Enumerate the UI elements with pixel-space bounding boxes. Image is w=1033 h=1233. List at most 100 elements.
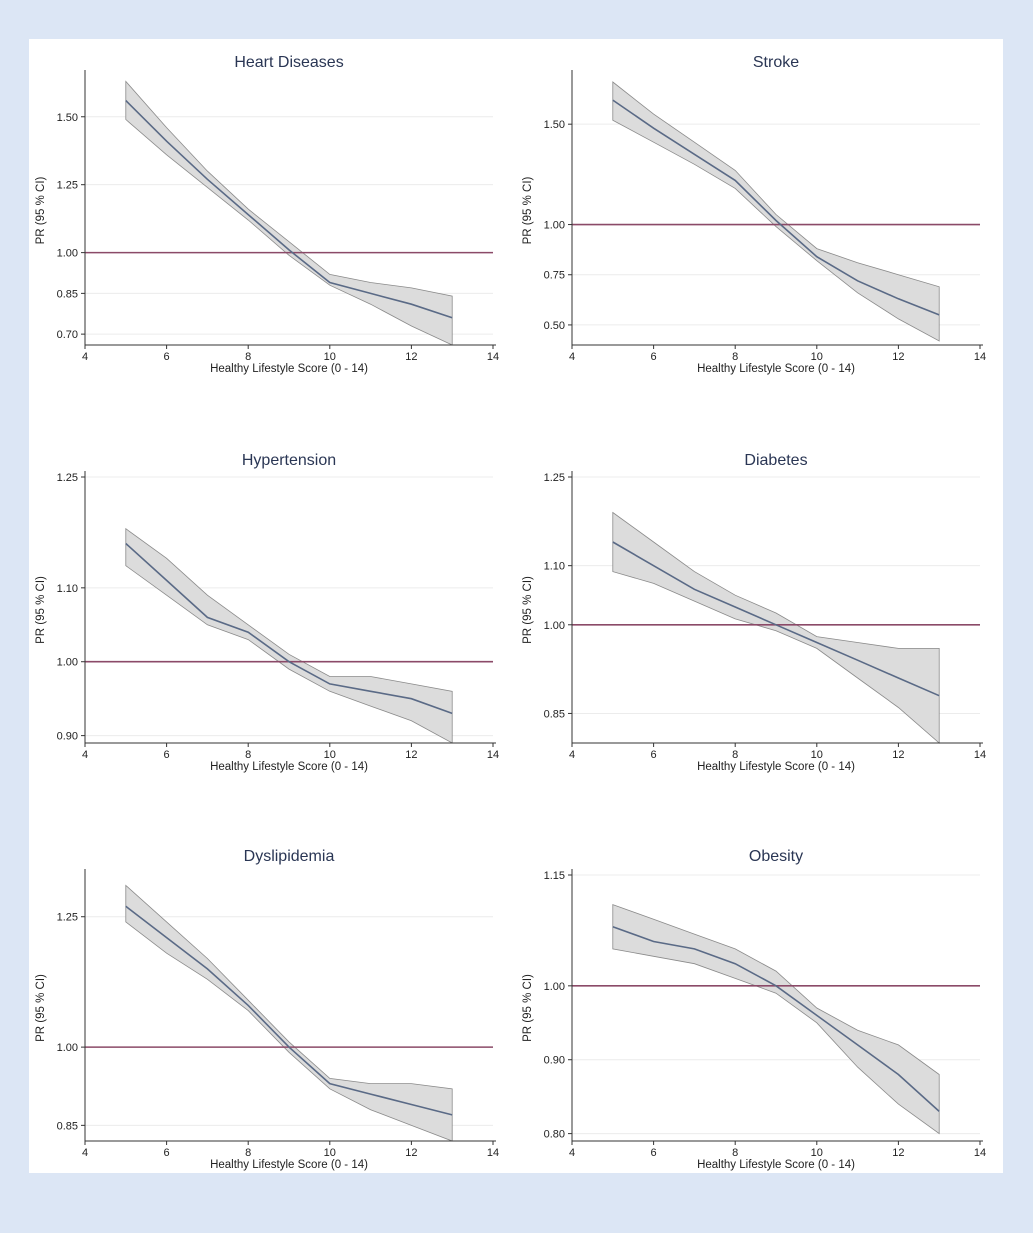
chart3-xtick-label-1: 6: [651, 749, 657, 761]
chart4-ylabel: PR (95 % CI): [35, 974, 47, 1042]
chart0-ytick-label-2: 1.00: [57, 248, 78, 260]
chart5-xtick-label-0: 4: [569, 1147, 575, 1159]
chart0-ytick-label-3: 1.25: [57, 180, 78, 192]
chart3-fit-line: [612, 541, 940, 697]
chart2-ytick-label-2: 1.10: [57, 583, 78, 595]
panel-hypertension: 0.90 1.00 1.10 1.25 4 6 8 10 12 14 Hypertension Hea…: [29, 437, 516, 835]
chart5-xtick-label-1: 6: [651, 1147, 657, 1159]
chart4-ytick-label-2: 1.25: [57, 912, 78, 924]
chart0-ylabel: PR (95 % CI): [35, 176, 47, 244]
chart2-ytick-label-0: 0.90: [57, 731, 78, 743]
panel-stroke: 0.50 0.75 1.00 1.50 4 6 8 10 12 14 Stroke Healthy L…: [516, 39, 1003, 437]
chart0-xtick-label-5: 14: [487, 351, 499, 363]
chart2-ylabel: PR (95 % CI): [35, 576, 47, 644]
chart0-xtick-label-4: 12: [405, 351, 417, 363]
chart3-ytick-label-1: 1.00: [544, 620, 565, 632]
chart1-xlabel: Healthy Lifestyle Score (0 - 14): [697, 363, 855, 375]
chart2-xtick-label-3: 10: [324, 749, 336, 761]
chart1-ylabel: PR (95 % CI): [522, 176, 534, 244]
chart4-xtick-label-4: 12: [405, 1147, 417, 1159]
chart5-xtick-label-3: 10: [811, 1147, 823, 1159]
chart0-xtick-label-0: 4: [82, 351, 88, 363]
chart5-xtick-label-4: 12: [892, 1147, 904, 1159]
chart1-ytick-label-2: 1.00: [544, 220, 565, 232]
chart1-ytick-label-0: 0.50: [544, 320, 565, 332]
chart-diabetes: 0.85 1.00 1.10 1.25 4 6 8 10 12 14 Diabetes Healthy…: [522, 452, 986, 773]
chart1-xtick-label-1: 6: [651, 351, 657, 363]
panel-diabetes: 0.85 1.00 1.10 1.25 4 6 8 10 12 14 Diabetes Healthy…: [516, 437, 1003, 835]
chart5-ci-band: [612, 904, 940, 1135]
chart-dyslipidemia: 0.85 1.00 1.25 4 6 8 10 12 14 Dyslipidemia Healthy…: [35, 848, 499, 1171]
chart5-ytick-label-0: 0.80: [544, 1129, 565, 1141]
panel-obesity: 0.80 0.90 1.00 1.15 4 6 8 10 12 14 Obesity Healthy …: [516, 835, 1003, 1233]
chart0-xtick-label-2: 8: [245, 351, 251, 363]
chart5-ylabel: PR (95 % CI): [522, 974, 534, 1042]
chart0-xlabel: Healthy Lifestyle Score (0 - 14): [210, 363, 368, 375]
chart2-fit-line: [125, 542, 453, 715]
panel-heart-diseases: 0.70 0.85 1.00 1.25 1.50 4 6 8 10 12 14 Heart Disea…: [29, 39, 516, 437]
chart2-ytick-label-1: 1.00: [57, 657, 78, 669]
chart2-xtick-label-2: 8: [245, 749, 251, 761]
chart1-ytick-label-1: 0.75: [544, 270, 565, 282]
chart-hypertension: 0.90 1.00 1.10 1.25 4 6 8 10 12 14 Hypertension Hea…: [35, 452, 499, 773]
chart-stroke: 0.50 0.75 1.00 1.50 4 6 8 10 12 14 Stroke Healthy L…: [522, 54, 986, 375]
chart3-xtick-label-0: 4: [569, 749, 575, 761]
chart3-ytick-label-2: 1.10: [544, 561, 565, 573]
chart1-fit-line: [612, 99, 940, 316]
chart3-ylabel: PR (95 % CI): [522, 576, 534, 644]
chart4-ytick-label-1: 1.00: [57, 1042, 78, 1054]
chart5-xtick-label-5: 14: [974, 1147, 986, 1159]
chart0-ytick-label-4: 1.50: [57, 112, 78, 124]
chart4-title: Dyslipidemia: [244, 848, 335, 865]
chart0-ytick-label-1: 0.85: [57, 288, 78, 300]
chart1-xtick-label-2: 8: [732, 351, 738, 363]
chart4-xtick-label-0: 4: [82, 1147, 88, 1159]
chart1-xtick-label-5: 14: [974, 351, 986, 363]
chart2-ytick-label-3: 1.25: [57, 472, 78, 484]
chart1-xtick-label-0: 4: [569, 351, 575, 363]
chart4-xtick-label-5: 14: [487, 1147, 499, 1159]
chart4-xtick-label-3: 10: [324, 1147, 336, 1159]
chart1-title: Stroke: [753, 54, 799, 71]
chart-heart-diseases: 0.70 0.85 1.00 1.25 1.50 4 6 8 10 12 14 Heart Disea…: [35, 54, 499, 375]
chart0-ci-band: [125, 80, 453, 346]
chart3-ytick-label-3: 1.25: [544, 472, 565, 484]
chart2-xtick-label-1: 6: [164, 749, 170, 761]
chart4-xtick-label-1: 6: [164, 1147, 170, 1159]
chart3-xlabel: Healthy Lifestyle Score (0 - 14): [697, 761, 855, 773]
chart2-title: Hypertension: [242, 452, 336, 469]
chart5-fit-line: [612, 925, 940, 1112]
chart5-xlabel: Healthy Lifestyle Score (0 - 14): [697, 1159, 855, 1171]
chart2-xtick-label-5: 14: [487, 749, 499, 761]
chart3-title: Diabetes: [744, 452, 807, 469]
chart4-ytick-label-0: 0.85: [57, 1120, 78, 1132]
chart2-ci-band: [125, 527, 453, 744]
chart3-ci-band: [612, 511, 940, 744]
chart1-xtick-label-3: 10: [811, 351, 823, 363]
chart5-ytick-label-1: 0.90: [544, 1055, 565, 1067]
chart5-title: Obesity: [749, 848, 803, 865]
chart1-xtick-label-4: 12: [892, 351, 904, 363]
chart5-xtick-label-2: 8: [732, 1147, 738, 1159]
chart4-fit-line: [125, 905, 453, 1116]
chart0-xtick-label-3: 10: [324, 351, 336, 363]
chart2-xtick-label-4: 12: [405, 749, 417, 761]
chart2-xlabel: Healthy Lifestyle Score (0 - 14): [210, 761, 368, 773]
chart4-xlabel: Healthy Lifestyle Score (0 - 14): [210, 1159, 368, 1171]
chart0-ytick-label-0: 0.70: [57, 329, 78, 341]
chart3-xtick-label-2: 8: [732, 749, 738, 761]
chart5-ytick-label-3: 1.15: [544, 870, 565, 882]
chart1-ci-band: [612, 81, 940, 342]
chart-obesity: 0.80 0.90 1.00 1.15 4 6 8 10 12 14 Obesity Healthy …: [522, 848, 986, 1171]
chart3-xtick-label-5: 14: [974, 749, 986, 761]
chart3-xtick-label-3: 10: [811, 749, 823, 761]
chart2-xtick-label-0: 4: [82, 749, 88, 761]
chart0-xtick-label-1: 6: [164, 351, 170, 363]
chart3-ytick-label-0: 0.85: [544, 708, 565, 720]
figure-grid: 0.70 0.85 1.00 1.25 1.50 4 6 8 10 12 14 Heart Disea…: [29, 39, 1003, 1173]
chart0-title: Heart Diseases: [234, 54, 343, 71]
chart3-xtick-label-4: 12: [892, 749, 904, 761]
chart5-ytick-label-2: 1.00: [544, 981, 565, 993]
chart4-xtick-label-2: 8: [245, 1147, 251, 1159]
chart0-fit-line: [125, 99, 453, 319]
